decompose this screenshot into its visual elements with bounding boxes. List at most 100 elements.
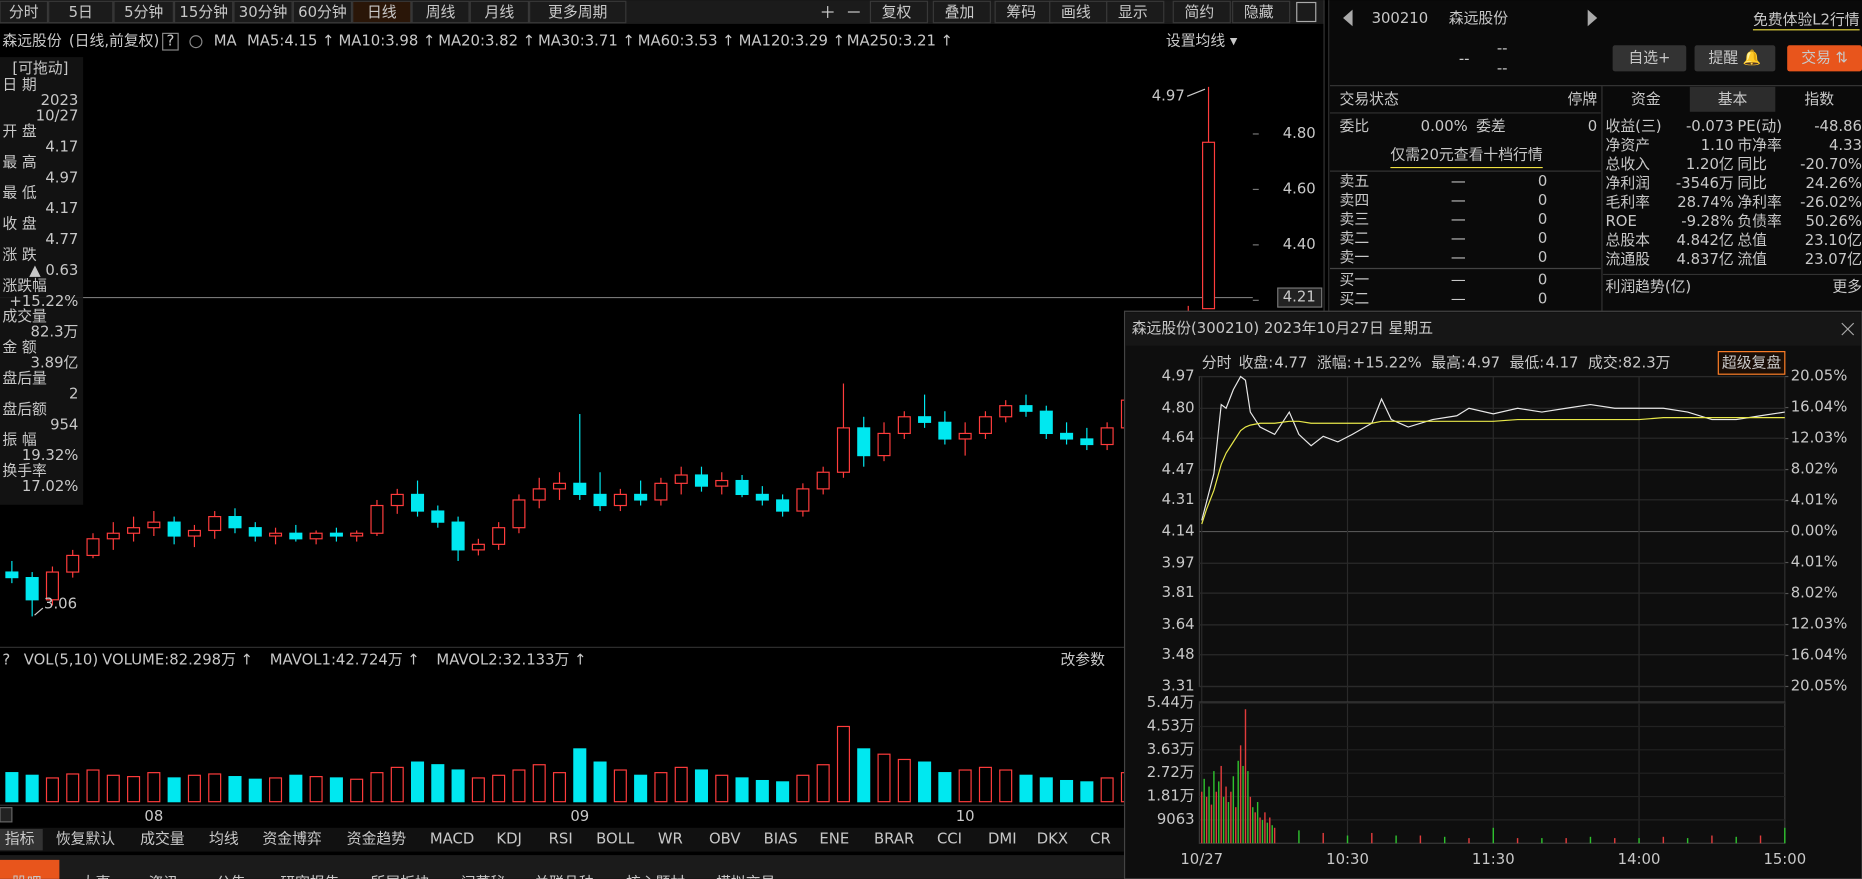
more-link[interactable]: 更多 — [1832, 279, 1862, 296]
tool-button[interactable] — [1106, 0, 1165, 24]
period-tab[interactable] — [173, 0, 234, 24]
settings-icon[interactable] — [189, 35, 203, 49]
period-tab[interactable] — [233, 0, 293, 24]
candle-body — [532, 488, 546, 501]
period-tab-label[interactable]: 5日 — [69, 4, 93, 21]
fundamental-tab-label[interactable]: 资金 — [1631, 91, 1661, 108]
volume-bar — [1201, 791, 1203, 844]
bottom-tab[interactable]: 资讯 — [148, 875, 178, 879]
indicator-tab[interactable]: RSI — [549, 831, 573, 848]
action-button[interactable] — [1612, 45, 1687, 72]
ratio: 0.00% — [1421, 118, 1468, 135]
fullscreen-icon[interactable] — [1296, 1, 1317, 23]
indicator-tab[interactable]: 成交量 — [140, 830, 185, 848]
promo-link[interactable]: 免费体验L2行情 — [1753, 11, 1860, 28]
period-tab-label[interactable]: 日线 — [367, 4, 397, 21]
action-button[interactable] — [1694, 45, 1776, 72]
indicator-tab[interactable]: OBV — [709, 831, 741, 848]
crosshair-label: 4.21 — [1283, 289, 1316, 306]
candle-body — [370, 504, 384, 534]
bottom-tab[interactable]: 大事 — [81, 875, 111, 879]
period-tab-label[interactable]: 15分钟 — [179, 4, 228, 21]
volume-params[interactable]: 改参数 — [1060, 651, 1105, 668]
fundamental-tab-label[interactable]: 指数 — [1804, 91, 1834, 108]
indicator-tab[interactable]: CCI — [937, 831, 962, 848]
action-label[interactable]: 提醒 🔔 — [1709, 49, 1762, 66]
volume-bar — [1686, 838, 1689, 844]
tool-label[interactable]: 叠加 — [945, 4, 975, 21]
tool-button[interactable] — [869, 0, 929, 24]
period-tab[interactable] — [352, 0, 412, 24]
tool-label[interactable]: 筹码 — [1006, 4, 1036, 21]
indicator-tab[interactable]: DKX — [1037, 831, 1068, 848]
indicator-tab[interactable]: 资金博弈 — [262, 831, 321, 848]
replay-label[interactable]: 超级复盘 — [1722, 354, 1781, 372]
indicator-tab-active[interactable] — [0, 829, 43, 851]
help-box[interactable] — [162, 32, 179, 51]
upsell-link[interactable]: 仅需20元查看十档行情 — [1390, 147, 1542, 164]
indicator-tab[interactable]: WR — [658, 831, 683, 848]
indicator-tab[interactable]: DMI — [988, 831, 1017, 848]
indicator-tab[interactable]: 资金趋势 — [347, 831, 406, 848]
period-tab[interactable] — [411, 0, 470, 24]
help-icon[interactable]: ? — [2, 651, 10, 668]
tool-label[interactable]: 简约 — [1185, 4, 1215, 21]
indicator-tab[interactable]: KDJ — [496, 831, 522, 848]
prev-stock[interactable] — [1343, 9, 1353, 27]
period-tab[interactable] — [529, 0, 627, 24]
period-tab-label[interactable]: 分时 — [9, 4, 39, 21]
indicator-tab[interactable]: BRAR — [874, 831, 914, 848]
bottom-tab[interactable]: 模拟交易 — [716, 874, 775, 879]
indicator-tab[interactable]: BIAS — [764, 831, 798, 848]
bottom-tab-active[interactable] — [0, 859, 60, 879]
fundamental-tab[interactable] — [1689, 86, 1776, 112]
period-tab[interactable] — [48, 0, 114, 24]
scroll-left[interactable] — [0, 807, 13, 823]
indicator-tab[interactable]: CR — [1090, 831, 1111, 848]
bottom-tab[interactable]: 研究报告 — [280, 875, 339, 879]
bottom-tab[interactable]: 问董秘 — [461, 875, 506, 879]
tool-button[interactable] — [1232, 0, 1291, 24]
bottom-tab[interactable]: 所属板块 — [371, 874, 430, 879]
fundamental-tab-label[interactable]: 基本 — [1718, 91, 1748, 108]
action-label[interactable]: 自选+ — [1628, 49, 1670, 66]
book-price: — — [1451, 173, 1466, 190]
period-tab[interactable] — [0, 0, 49, 24]
info-label: 振 幅 — [2, 432, 37, 449]
tool-label[interactable]: 画线 — [1061, 4, 1091, 21]
help-icon[interactable]: ? — [166, 33, 174, 50]
period-tab-label[interactable]: 周线 — [426, 4, 456, 21]
period-tab-label[interactable]: 5分钟 — [124, 4, 163, 21]
tool-button[interactable] — [1172, 0, 1231, 24]
period-tab[interactable] — [292, 0, 353, 24]
period-tab-label[interactable]: 更多周期 — [548, 4, 607, 21]
bottom-tab[interactable]: 核心题材 — [626, 875, 685, 879]
indicator-tab[interactable]: MACD — [430, 831, 474, 848]
fundamental-tab[interactable] — [1776, 86, 1862, 112]
indicator-tab[interactable]: 均线 — [209, 831, 239, 848]
bottom-tab[interactable]: 股吧 — [12, 875, 42, 879]
tool-button[interactable] — [932, 0, 991, 24]
period-tab[interactable] — [113, 0, 174, 24]
period-tab[interactable] — [469, 0, 530, 24]
period-tab-label[interactable]: 30分钟 — [239, 4, 288, 21]
bottom-tab[interactable]: 关联品种 — [534, 875, 593, 879]
candle-body — [350, 532, 364, 537]
fundamental-tab[interactable] — [1603, 86, 1689, 112]
action-label[interactable]: 交易 ⇅ — [1801, 48, 1848, 66]
period-tab-label[interactable]: 月线 — [485, 4, 515, 21]
indicator-tab[interactable]: 恢复默认 — [56, 830, 115, 848]
bottom-tab[interactable]: 公告 — [216, 875, 246, 879]
replay-button[interactable] — [1717, 351, 1786, 375]
action-button[interactable] — [1787, 45, 1862, 72]
indicator-tab[interactable]: 指标 — [5, 831, 35, 848]
indicator-tab[interactable]: BOLL — [596, 831, 635, 848]
next-stock[interactable] — [1587, 9, 1598, 27]
ma-settings[interactable]: 设置均线 ▾ — [1166, 33, 1238, 50]
candle-body — [735, 479, 749, 496]
tool-label[interactable]: 复权 — [882, 3, 912, 21]
indicator-tab[interactable]: ENE — [819, 831, 849, 848]
tool-label[interactable]: 隐藏 — [1244, 4, 1274, 21]
period-tab-label[interactable]: 60分钟 — [298, 4, 347, 21]
tool-label[interactable]: 显示 — [1118, 4, 1148, 21]
